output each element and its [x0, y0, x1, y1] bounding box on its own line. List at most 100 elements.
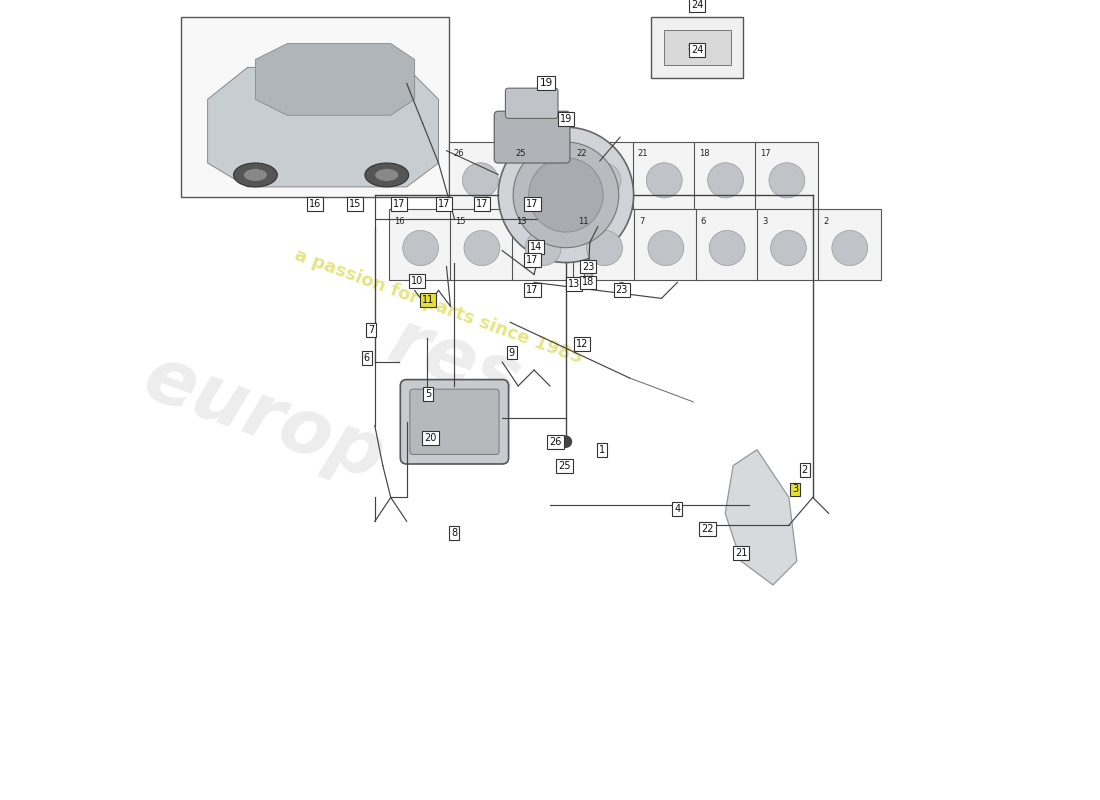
Polygon shape	[725, 450, 796, 585]
FancyBboxPatch shape	[573, 209, 636, 280]
Text: 13: 13	[517, 217, 527, 226]
Text: 17: 17	[393, 199, 405, 210]
Ellipse shape	[233, 163, 277, 187]
Polygon shape	[208, 67, 439, 187]
Text: 18: 18	[582, 278, 594, 287]
Circle shape	[513, 142, 618, 248]
Text: 22: 22	[702, 524, 714, 534]
Text: 1: 1	[598, 445, 605, 454]
FancyBboxPatch shape	[632, 142, 695, 212]
Text: 2: 2	[823, 217, 828, 226]
Text: SET: SET	[688, 43, 706, 52]
Text: 22: 22	[576, 150, 586, 158]
Ellipse shape	[403, 230, 439, 266]
Ellipse shape	[365, 163, 409, 187]
Ellipse shape	[375, 169, 398, 182]
FancyBboxPatch shape	[494, 111, 570, 163]
FancyBboxPatch shape	[505, 88, 558, 118]
Text: 26: 26	[549, 437, 562, 446]
Text: 17: 17	[438, 199, 450, 210]
FancyBboxPatch shape	[757, 209, 820, 280]
Text: 8: 8	[451, 528, 458, 538]
Text: 17: 17	[526, 199, 539, 210]
Ellipse shape	[243, 169, 267, 182]
Text: 23: 23	[616, 286, 628, 295]
FancyBboxPatch shape	[635, 209, 697, 280]
Text: 5: 5	[425, 389, 431, 399]
Ellipse shape	[526, 230, 561, 266]
Text: 24: 24	[691, 0, 704, 10]
Text: 6: 6	[701, 217, 706, 226]
Ellipse shape	[464, 230, 499, 266]
FancyBboxPatch shape	[572, 142, 635, 212]
Ellipse shape	[462, 162, 498, 198]
Circle shape	[618, 282, 626, 290]
FancyBboxPatch shape	[510, 142, 573, 212]
FancyBboxPatch shape	[389, 209, 452, 280]
Text: 15: 15	[349, 199, 361, 210]
Text: 21: 21	[735, 548, 747, 558]
FancyBboxPatch shape	[664, 30, 730, 65]
Ellipse shape	[524, 162, 560, 198]
Text: 21: 21	[638, 150, 648, 158]
Text: 13: 13	[568, 279, 580, 289]
Ellipse shape	[707, 162, 744, 198]
FancyBboxPatch shape	[449, 142, 512, 212]
Text: 3: 3	[792, 485, 799, 494]
Text: 2: 2	[802, 465, 807, 474]
Polygon shape	[255, 43, 415, 115]
Text: 18: 18	[698, 150, 710, 158]
Text: 25: 25	[515, 150, 526, 158]
Text: 10: 10	[411, 276, 424, 286]
FancyBboxPatch shape	[451, 209, 514, 280]
Text: 7: 7	[639, 217, 645, 226]
FancyBboxPatch shape	[756, 142, 818, 212]
Text: 11: 11	[578, 217, 588, 226]
Text: 17: 17	[476, 199, 488, 210]
Text: 25: 25	[558, 461, 571, 470]
FancyBboxPatch shape	[694, 142, 757, 212]
Ellipse shape	[647, 162, 682, 198]
Circle shape	[560, 436, 572, 447]
Text: 23: 23	[582, 262, 594, 271]
Text: europ: europ	[133, 340, 394, 495]
FancyBboxPatch shape	[818, 209, 881, 280]
Circle shape	[498, 127, 634, 262]
Text: res: res	[378, 304, 530, 420]
Text: 9: 9	[508, 347, 515, 358]
Ellipse shape	[832, 230, 868, 266]
Text: 4: 4	[674, 504, 681, 514]
Text: 16: 16	[309, 199, 321, 210]
FancyBboxPatch shape	[182, 18, 449, 198]
Text: 16: 16	[394, 217, 405, 226]
Text: 15: 15	[455, 217, 465, 226]
FancyBboxPatch shape	[512, 209, 574, 280]
Circle shape	[529, 158, 603, 232]
Text: 17: 17	[526, 255, 539, 265]
Text: 12: 12	[575, 338, 589, 349]
Text: 11: 11	[422, 295, 435, 305]
Text: 7: 7	[367, 326, 374, 335]
Ellipse shape	[586, 230, 623, 266]
Ellipse shape	[710, 230, 745, 266]
Text: 19: 19	[539, 78, 552, 88]
Text: 17: 17	[760, 150, 771, 158]
Text: 17: 17	[526, 286, 539, 295]
Text: 3: 3	[762, 217, 767, 226]
Ellipse shape	[769, 162, 805, 198]
Text: 14: 14	[529, 242, 542, 252]
Text: 20: 20	[425, 433, 437, 442]
Text: 26: 26	[453, 150, 464, 158]
Text: 24: 24	[691, 45, 704, 55]
Ellipse shape	[585, 162, 620, 198]
Circle shape	[584, 270, 592, 278]
Text: 6: 6	[364, 353, 370, 363]
Ellipse shape	[771, 230, 806, 266]
Text: 19: 19	[560, 114, 572, 124]
Circle shape	[560, 460, 572, 471]
FancyBboxPatch shape	[651, 18, 744, 78]
Ellipse shape	[648, 230, 684, 266]
FancyBboxPatch shape	[695, 209, 759, 280]
FancyBboxPatch shape	[410, 389, 499, 454]
Text: a passion for parts since 1985: a passion for parts since 1985	[293, 246, 585, 367]
